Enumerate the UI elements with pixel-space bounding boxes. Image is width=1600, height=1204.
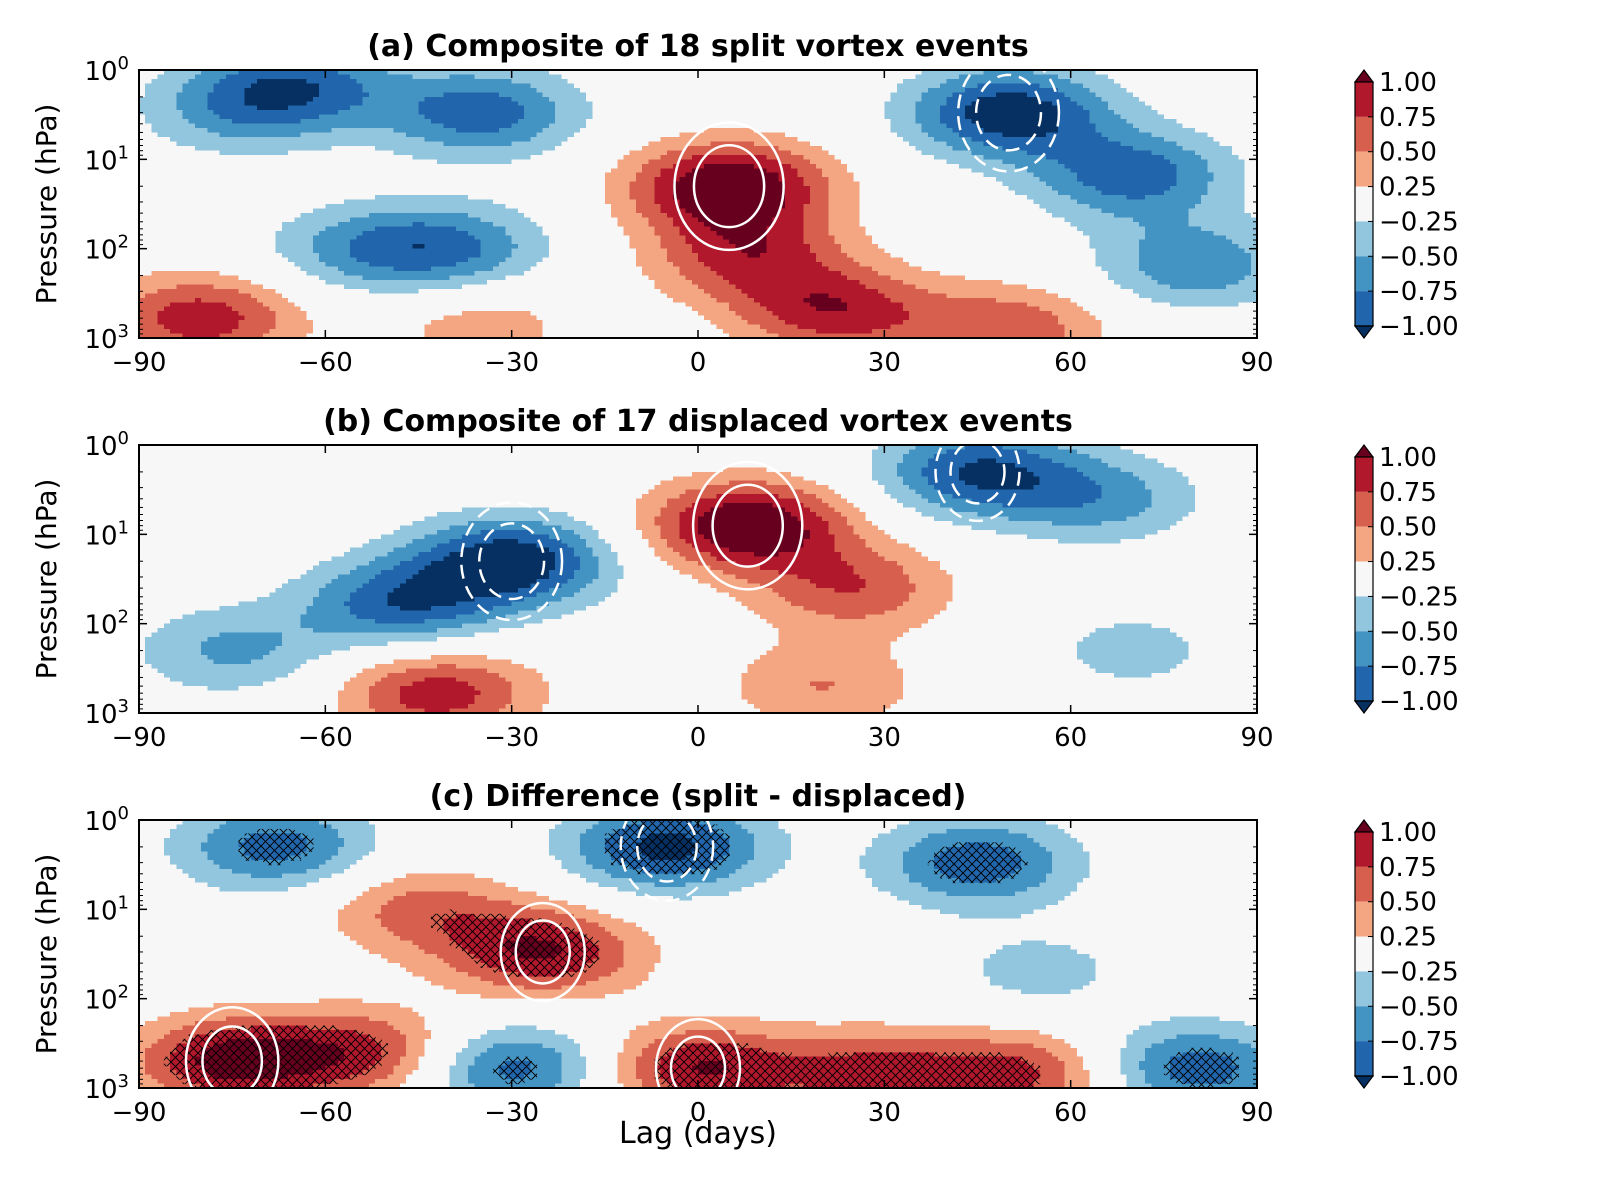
panel-b-title: (b) Composite of 17 displaced vortex eve…: [323, 404, 1073, 439]
colorbar-extend-min: [1355, 1076, 1373, 1088]
x-tick-label: 90: [1240, 1098, 1273, 1128]
x-tick-label: −30: [484, 723, 539, 753]
panel-b-colorbar: 1.00 0.75 0.50 0.25 −0.25 −0.50 −0.75 −1.00: [1355, 443, 1459, 717]
x-tick-label: 60: [1054, 1098, 1087, 1128]
colorbar-label: 0.75: [1379, 478, 1437, 508]
y-tick-label: 100: [84, 803, 129, 837]
panel-c-title: (c) Difference (split - displaced): [430, 779, 967, 814]
colorbar-label: −0.75: [1379, 1027, 1459, 1057]
x-tick-label: −90: [112, 723, 167, 753]
panel-b-field: [139, 445, 1258, 714]
x-tick-label: −30: [484, 1098, 539, 1128]
colorbar-bin: [1355, 291, 1373, 326]
x-tick-label: −60: [298, 1098, 353, 1128]
colorbar-bin: [1355, 152, 1373, 187]
colorbar-label: 0.50: [1379, 888, 1437, 918]
colorbar-label: −0.75: [1379, 652, 1459, 682]
x-tick-label: 60: [1054, 723, 1087, 753]
colorbar-bin: [1355, 82, 1373, 117]
colorbar-label: 1.00: [1379, 443, 1437, 473]
x-tick-label: −90: [112, 348, 167, 378]
x-tick-label: −60: [298, 723, 353, 753]
panel-a-ylabel: Pressure (hPa): [30, 104, 63, 305]
colorbar-bin: [1355, 117, 1373, 152]
x-tick-label: 30: [868, 348, 901, 378]
panel-c: (c) Difference (split - displaced) −90 −60…: [30, 779, 1459, 1128]
colorbar-bin: [1355, 492, 1373, 527]
colorbar-bin: [1355, 596, 1373, 631]
colorbar-label: −1.00: [1379, 312, 1459, 342]
x-tick-label: 90: [1240, 723, 1273, 753]
colorbar-label: −0.50: [1379, 617, 1459, 647]
y-tick-label: 102: [84, 607, 129, 641]
colorbar-extend-max: [1355, 70, 1373, 82]
colorbar-extend-min: [1355, 701, 1373, 713]
y-tick-label: 102: [84, 232, 129, 266]
colorbar-bin: [1355, 971, 1373, 1006]
colorbar-label: −0.50: [1379, 992, 1459, 1022]
x-tick-label: 0: [690, 348, 707, 378]
colorbar-bin: [1355, 221, 1373, 256]
x-tick-label: −30: [484, 348, 539, 378]
colorbar-label: 0.25: [1379, 923, 1437, 953]
colorbar-label: 0.25: [1379, 548, 1437, 578]
y-tick-label: 101: [84, 142, 129, 176]
colorbar-bin: [1355, 256, 1373, 291]
x-tick-label: −90: [112, 1098, 167, 1128]
colorbar-label: 0.75: [1379, 853, 1437, 883]
panel-c-colorbar: 1.00 0.75 0.50 0.25 −0.25 −0.50 −0.75 −1.00: [1355, 818, 1459, 1092]
panel-c-ylabel: Pressure (hPa): [30, 854, 63, 1055]
x-tick-label: 30: [868, 1098, 901, 1128]
colorbar-extend-max: [1355, 820, 1373, 832]
panel-a-colorbar: 1.00 0.75 0.50 0.25 −0.25 −0.50 −0.75 −1.00: [1355, 68, 1459, 342]
colorbar-bin: [1355, 631, 1373, 666]
colorbar-extend-min: [1355, 326, 1373, 338]
colorbar-label: −0.50: [1379, 242, 1459, 272]
colorbar-bin: [1355, 1006, 1373, 1041]
colorbar-label: 0.50: [1379, 138, 1437, 168]
panel-b-ylabel: Pressure (hPa): [30, 479, 63, 680]
colorbar-bin: [1355, 187, 1373, 222]
x-tick-label: 60: [1054, 348, 1087, 378]
y-tick-label: 100: [84, 428, 129, 462]
y-tick-label: 100: [84, 53, 129, 87]
colorbar-label: 1.00: [1379, 68, 1437, 98]
colorbar-bin: [1355, 867, 1373, 902]
colorbar-bin: [1355, 666, 1373, 701]
colorbar-label: −1.00: [1379, 687, 1459, 717]
colorbar-label: 0.25: [1379, 173, 1437, 203]
colorbar-label: 1.00: [1379, 818, 1437, 848]
colorbar-label: 0.75: [1379, 103, 1437, 133]
colorbar-label: −0.25: [1379, 207, 1459, 237]
colorbar-label: −1.00: [1379, 1062, 1459, 1092]
x-tick-label: −60: [298, 348, 353, 378]
colorbar-bin: [1355, 1041, 1373, 1076]
colorbar-bin: [1355, 527, 1373, 562]
x-tick-label: 0: [690, 723, 707, 753]
x-axis-label: Lag (days): [619, 1116, 777, 1151]
colorbar-label: 0.50: [1379, 513, 1437, 543]
colorbar-bin: [1355, 902, 1373, 937]
panel-b: (b) Composite of 17 displaced vortex eve…: [30, 404, 1459, 753]
colorbar-bin: [1355, 457, 1373, 492]
panel-a: (a) Composite of 18 split vortex events −…: [30, 29, 1459, 378]
colorbar-bin: [1355, 562, 1373, 597]
colorbar-label: −0.25: [1379, 582, 1459, 612]
colorbar-label: −0.75: [1379, 277, 1459, 307]
panel-a-title: (a) Composite of 18 split vortex events: [367, 29, 1029, 64]
colorbar-bin: [1355, 832, 1373, 867]
y-tick-label: 101: [84, 517, 129, 551]
y-tick-label: 102: [84, 982, 129, 1016]
colorbar-extend-max: [1355, 445, 1373, 457]
x-tick-label: 30: [868, 723, 901, 753]
x-tick-label: 90: [1240, 348, 1273, 378]
colorbar-bin: [1355, 937, 1373, 972]
colorbar-label: −0.25: [1379, 957, 1459, 987]
y-tick-label: 101: [84, 892, 129, 926]
